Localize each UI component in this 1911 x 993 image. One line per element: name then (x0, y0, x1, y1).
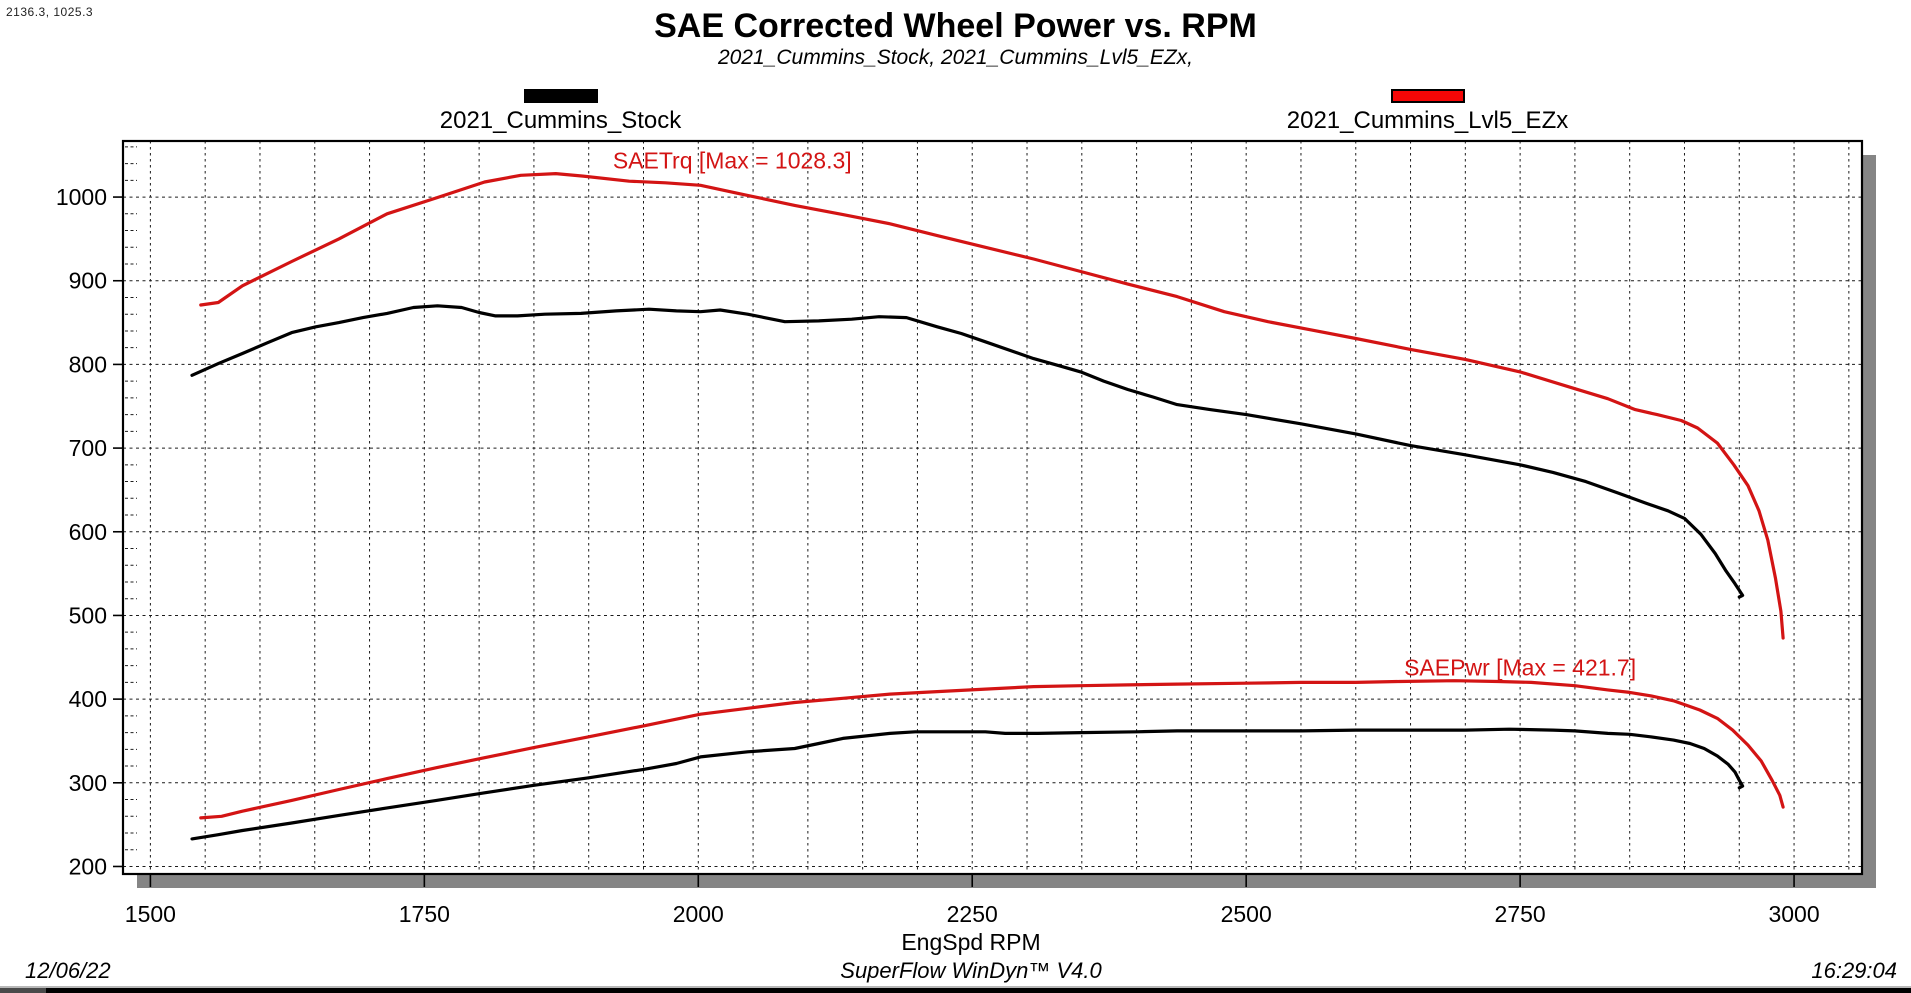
vertical-gridlines (149, 141, 1850, 874)
bottom-bar (0, 988, 1911, 993)
curve-SAEPwr_2021_Cummins_Stock (190, 727, 1745, 841)
x-tick-label: 2250 (947, 901, 998, 927)
legend-item-ezx: 2021_Cummins_Lvl5_EZx (1275, 89, 1580, 135)
legend-label-stock: 2021_Cummins_Stock (439, 107, 682, 134)
y-tick-label: 600 (69, 519, 107, 545)
x-tick-label: 1750 (399, 901, 450, 927)
legend-swatch-ezx (1390, 89, 1465, 103)
x-tick-label: 1500 (125, 901, 176, 927)
curve-SAETrq_2021_Cummins_Stock (190, 304, 1745, 599)
annotation-label: SAEPwr [Max = 421.7] (1404, 655, 1636, 681)
y-tick-label: 900 (69, 268, 107, 294)
footer-divider-line (0, 986, 1911, 988)
chart-title: SAE Corrected Wheel Power vs. RPM (654, 7, 1257, 45)
y-tick-label: 300 (69, 770, 107, 796)
y-tick-label: 400 (69, 686, 107, 712)
curve-SAETrq_2021_Cummins_Lvl5_EZx (199, 172, 1785, 640)
major-ticks (113, 196, 1795, 887)
legend-item-stock: 2021_Cummins_Stock (408, 89, 713, 135)
x-tick-label: 2000 (673, 901, 724, 927)
plot-border (121, 139, 1864, 876)
cursor-coordinates-readout: 2136.3, 1025.3 (6, 5, 94, 19)
footer-date: 12/06/22 (25, 958, 111, 983)
bottom-bar-left-segment (0, 988, 46, 993)
y-minor-ticks (125, 146, 137, 851)
legend-swatch-stock (523, 89, 598, 103)
annotation-label: SAETrq [Max = 1028.3] (613, 148, 852, 174)
y-tick-label: 500 (69, 602, 107, 628)
x-tick-label: 2500 (1221, 901, 1272, 927)
legend-label-ezx: 2021_Cummins_Lvl5_EZx (1286, 107, 1569, 134)
plot-background (123, 141, 1862, 874)
footer-time: 16:29:04 (1811, 958, 1897, 983)
x-tick-label: 2750 (1495, 901, 1546, 927)
y-tick-label: 1000 (56, 184, 107, 210)
y-tick-label: 700 (69, 435, 107, 461)
footer-app-version: SuperFlow WinDyn™ V4.0 (840, 958, 1102, 983)
x-axis-title: EngSpd RPM (901, 929, 1040, 955)
chart-subtitle: 2021_Cummins_Stock, 2021_Cummins_Lvl5_EZ… (717, 46, 1194, 69)
curve-SAEPwr_2021_Cummins_Lvl5_EZx (199, 679, 1785, 820)
x-tick-label: 3000 (1768, 901, 1819, 927)
y-tick-label: 800 (69, 351, 107, 377)
y-tick-label: 200 (69, 853, 107, 879)
